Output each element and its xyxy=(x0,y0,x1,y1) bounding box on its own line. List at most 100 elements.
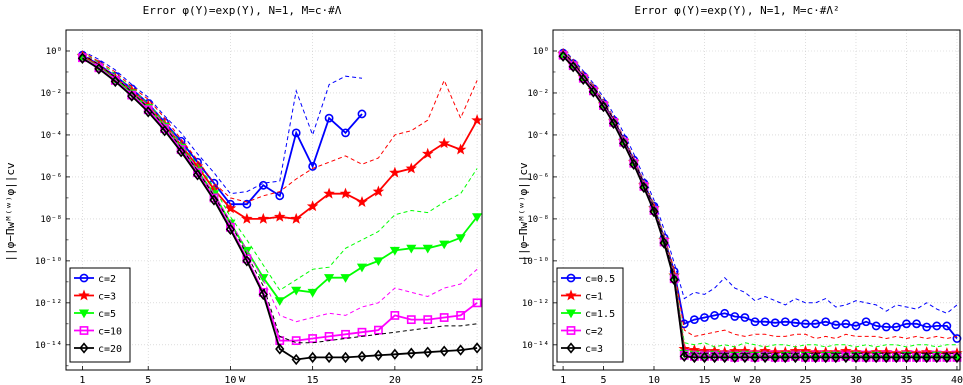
data-point xyxy=(558,50,568,62)
data-point xyxy=(422,244,433,254)
data-point xyxy=(291,353,301,366)
data-point xyxy=(629,158,639,170)
x-tick-label: 35 xyxy=(900,375,912,385)
data-point xyxy=(423,315,433,325)
data-point xyxy=(356,196,368,208)
data-point xyxy=(472,298,482,308)
data-point xyxy=(341,128,350,138)
legend-item: c=1 xyxy=(561,289,603,303)
data-point xyxy=(160,124,170,134)
data-point xyxy=(942,321,952,331)
x-tick-label: 1 xyxy=(560,375,566,385)
data-point xyxy=(308,334,318,343)
y-axis-label: ||φ−Πwᴹ⁽ʷ⁾φ||cv xyxy=(517,162,530,262)
data-point xyxy=(94,63,104,75)
data-point xyxy=(389,166,401,178)
data-point xyxy=(669,274,679,286)
legend: c=0.5 c=1 c=1.5 c=2 c=3 xyxy=(556,267,624,363)
data-point xyxy=(790,351,801,364)
data-point xyxy=(740,351,750,364)
legend-item: c=10 xyxy=(74,326,122,338)
x-tick-label: 15 xyxy=(698,375,710,385)
data-point xyxy=(390,311,400,320)
data-point xyxy=(700,313,709,322)
y-tick-label: 10⁻² xyxy=(40,89,62,99)
legend-label: c=5 xyxy=(98,309,116,320)
data-point xyxy=(689,315,699,325)
series-bound-line xyxy=(82,52,478,291)
x-tick-label: 15 xyxy=(307,375,319,385)
data-point xyxy=(891,322,901,332)
data-point xyxy=(720,351,730,364)
data-point xyxy=(143,105,153,115)
legend-label: c=1.5 xyxy=(585,309,615,320)
data-point xyxy=(811,319,820,329)
data-point xyxy=(861,317,871,327)
data-point xyxy=(291,128,301,138)
axes-frame xyxy=(65,29,483,371)
data-point xyxy=(454,143,467,155)
y-tick-label: 10⁻¹² xyxy=(35,299,62,309)
data-point xyxy=(143,106,153,118)
data-point xyxy=(241,212,253,224)
x-tick-label: 25 xyxy=(471,375,483,385)
legend-marker xyxy=(565,289,577,301)
data-point xyxy=(952,334,962,343)
legend-item: c=2 xyxy=(561,326,603,338)
data-point xyxy=(608,117,619,130)
legend-item: c=3 xyxy=(74,289,116,303)
y-tick-label: 10⁰ xyxy=(533,47,549,57)
data-point xyxy=(750,317,760,327)
data-point xyxy=(699,351,710,364)
series-bound-line xyxy=(82,50,363,195)
data-point xyxy=(242,199,252,209)
data-point xyxy=(307,288,318,298)
data-point xyxy=(750,351,760,364)
data-point xyxy=(780,351,790,364)
data-point xyxy=(851,351,861,364)
y-tick-label: 10⁻⁶ xyxy=(40,173,62,183)
data-point xyxy=(720,308,730,318)
data-point xyxy=(291,336,301,346)
y-tick-label: 10⁻¹⁰ xyxy=(522,257,549,267)
data-point xyxy=(421,147,434,159)
y-tick-label: 10⁻¹⁴ xyxy=(35,341,62,351)
legend-marker xyxy=(78,309,90,319)
data-point xyxy=(902,319,911,329)
series-bound-line xyxy=(562,50,957,352)
x-axis-label: w xyxy=(734,372,741,385)
data-point xyxy=(821,351,831,364)
data-point xyxy=(472,342,482,354)
series-bound-line xyxy=(562,48,958,314)
legend-label: c=2 xyxy=(98,274,116,285)
legend-label: c=0.5 xyxy=(585,274,615,285)
x-tick-label: 5 xyxy=(600,375,606,385)
chart-panel-left: Error φ(Y)=exp(Y), N=1, M=c·#Λ ||φ−Πwᴹ⁽ʷ… xyxy=(4,4,483,385)
data-point xyxy=(790,318,800,328)
data-point xyxy=(439,313,449,322)
data-point xyxy=(406,315,416,325)
x-tick-label: 25 xyxy=(799,375,811,385)
data-point xyxy=(649,205,659,218)
data-point xyxy=(891,351,902,364)
legend-marker xyxy=(566,326,576,335)
data-point xyxy=(456,311,466,320)
data-point xyxy=(357,327,367,337)
x-tick-label: 10 xyxy=(648,375,660,385)
data-point xyxy=(821,317,831,327)
legend-label: c=3 xyxy=(98,292,116,303)
data-point xyxy=(406,244,417,254)
y-tick-label: 10⁻⁸ xyxy=(527,215,549,225)
data-point xyxy=(912,319,921,329)
data-point xyxy=(439,345,449,357)
x-tick-label: 5 xyxy=(145,375,151,385)
legend-label: c=1 xyxy=(585,292,603,303)
data-point xyxy=(841,351,851,364)
data-point xyxy=(710,311,719,320)
data-point xyxy=(405,162,418,174)
data-point xyxy=(291,286,302,296)
data-point xyxy=(760,351,770,364)
chart-title: Error φ(Y)=exp(Y), N=1, M=c·#Λ xyxy=(143,4,342,17)
data-point xyxy=(770,351,780,364)
data-point xyxy=(911,351,922,364)
